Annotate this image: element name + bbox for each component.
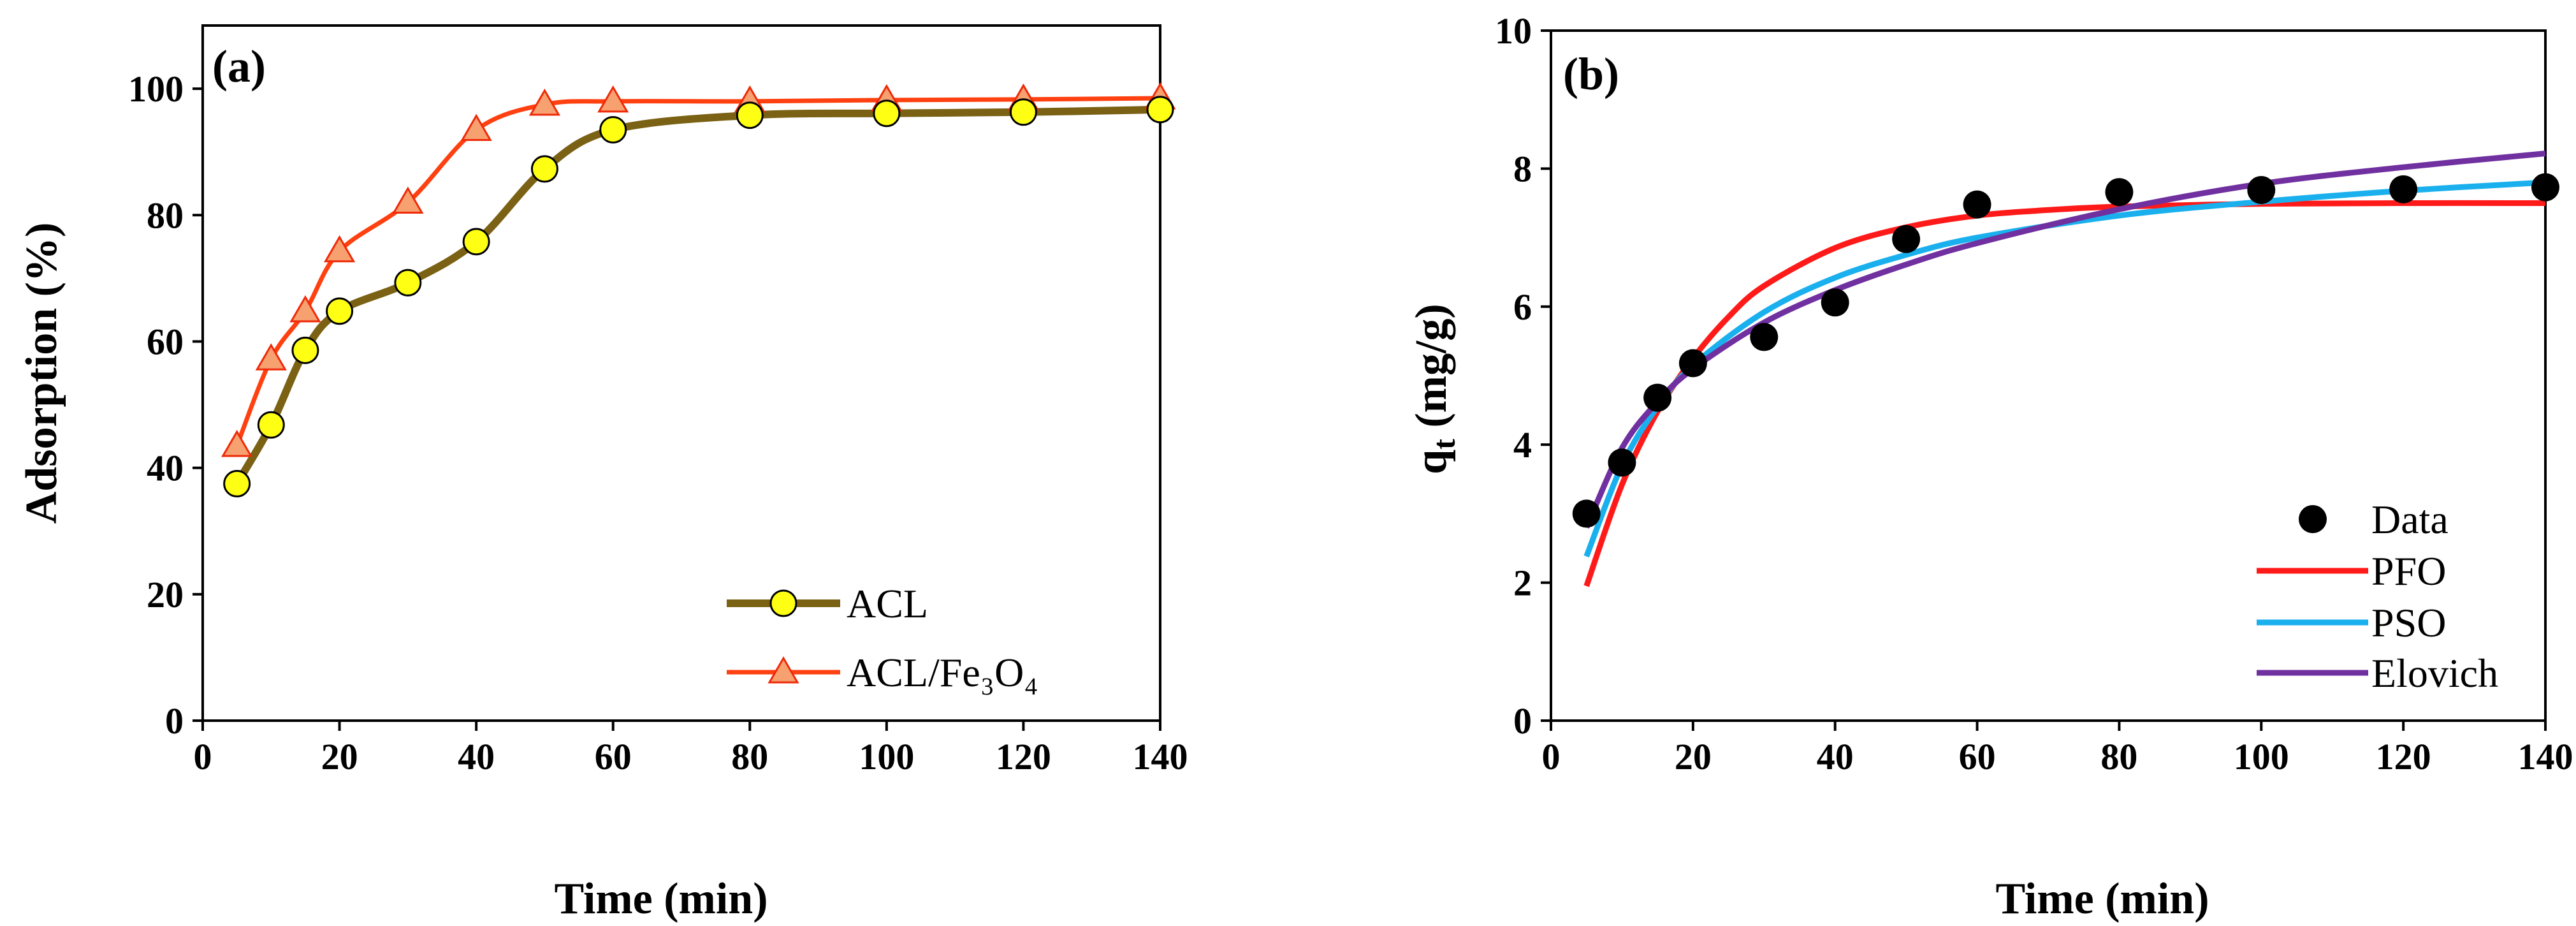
data-point-qt bbox=[1608, 448, 1636, 477]
data-point-qt bbox=[1643, 383, 1672, 412]
tick-marks-b bbox=[1541, 29, 2547, 731]
data-point-acl bbox=[736, 101, 764, 129]
y-tick-label-a: 20 bbox=[147, 574, 184, 615]
x-axis-label-a: Time (min) bbox=[554, 874, 768, 923]
x-tick-label-a: 40 bbox=[458, 736, 495, 777]
x-tick-label-b: 0 bbox=[1542, 736, 1561, 777]
x-tick-label-b: 100 bbox=[2234, 736, 2289, 777]
data-point-acl bbox=[326, 297, 354, 325]
data-point-acl bbox=[1146, 96, 1174, 124]
panel-label-b: (b) bbox=[1563, 48, 1619, 99]
legend-label-elovich: Elovich bbox=[2371, 650, 2498, 696]
legend-marker-acl-fe3o4 bbox=[768, 656, 799, 684]
chart-panel-a: 0 20 40 60 80 100 120 140 0 20 40 60 80 100 (a) Time … bbox=[17, 24, 1188, 923]
panel-label-a: (a) bbox=[212, 41, 266, 92]
legend-label-pfo: PFO bbox=[2371, 548, 2446, 594]
x-tick-label-a: 100 bbox=[859, 736, 914, 777]
data-point-acl bbox=[530, 155, 558, 183]
x-tick-label-b: 140 bbox=[2518, 736, 2573, 777]
y-tick-label-a: 60 bbox=[147, 321, 184, 362]
x-tick-label-a: 0 bbox=[194, 736, 212, 777]
y-tick-label-a: 0 bbox=[165, 700, 184, 742]
data-point-acl-fe3o4 bbox=[392, 186, 424, 214]
data-point-acl bbox=[1009, 98, 1037, 126]
y-axis-label-a: Adsorption (%) bbox=[17, 223, 66, 524]
series-line-acl-fe3o4 bbox=[235, 96, 1161, 447]
data-point-acl-fe3o4 bbox=[221, 429, 253, 457]
legend-marker-data bbox=[2299, 505, 2327, 533]
y-tick-label-a: 40 bbox=[147, 448, 184, 489]
x-tick-label-b: 20 bbox=[1675, 736, 1712, 777]
legend-label-acl: ACL bbox=[847, 581, 928, 626]
tick-labels-b: 0 20 40 60 80 100 120 140 0 2 4 6 8 10 bbox=[1495, 10, 2573, 777]
y-tick-label-b: 2 bbox=[1513, 562, 1532, 604]
series-b bbox=[1572, 151, 2559, 587]
data-point-acl bbox=[599, 116, 627, 143]
y-tick-label-b: 4 bbox=[1513, 424, 1532, 466]
data-point-acl-fe3o4 bbox=[289, 295, 321, 323]
x-tick-label-a: 60 bbox=[595, 736, 632, 777]
data-point-acl-fe3o4 bbox=[255, 343, 287, 371]
data-point-acl bbox=[223, 469, 251, 497]
legend-a: ACL ACL/Fe₃O₄ bbox=[727, 581, 1038, 695]
data-point-acl bbox=[394, 268, 422, 297]
data-point-acl-fe3o4 bbox=[460, 114, 492, 141]
tick-labels-a: 0 20 40 60 80 100 120 140 0 20 40 60 80 100 bbox=[128, 68, 1188, 777]
x-tick-label-b: 120 bbox=[2376, 736, 2431, 777]
data-point-qt bbox=[1963, 190, 1991, 219]
data-point-qt bbox=[2389, 175, 2418, 203]
data-point-qt bbox=[1750, 323, 1779, 351]
y-axis-label-b: qt (mg/g) bbox=[1407, 304, 1462, 474]
y-tick-label-a: 100 bbox=[128, 68, 184, 110]
y-tick-label-b: 6 bbox=[1513, 286, 1532, 328]
data-point-acl-fe3o4 bbox=[597, 85, 629, 113]
legend-label-data: Data bbox=[2371, 497, 2449, 542]
y-tick-label-a: 80 bbox=[147, 195, 184, 236]
data-point-acl-fe3o4 bbox=[323, 235, 356, 263]
x-tick-label-a: 20 bbox=[321, 736, 358, 777]
y-tick-label-b: 8 bbox=[1513, 148, 1532, 189]
y-tick-label-b: 10 bbox=[1495, 10, 1532, 52]
x-tick-label-b: 80 bbox=[2100, 736, 2137, 777]
data-point-qt bbox=[1821, 288, 1849, 317]
data-point-acl bbox=[291, 336, 319, 364]
series-line-acl bbox=[233, 105, 1161, 486]
data-point-acl bbox=[873, 99, 901, 128]
data-point-qt bbox=[2531, 173, 2559, 202]
x-tick-label-a: 120 bbox=[996, 736, 1051, 777]
data-point-qt bbox=[2247, 175, 2276, 204]
x-tick-label-b: 40 bbox=[1817, 736, 1854, 777]
legend-label-pso: PSO bbox=[2371, 600, 2446, 645]
data-point-qt bbox=[2105, 178, 2134, 207]
series-a bbox=[221, 82, 1176, 497]
legend-b: Data PFO PSO Elovich bbox=[2257, 497, 2498, 696]
plot-area-b bbox=[1550, 29, 2547, 722]
legend-marker-acl bbox=[769, 589, 797, 617]
plot-area-a bbox=[201, 24, 1161, 722]
x-tick-label-a: 80 bbox=[731, 736, 768, 777]
legend-label-acl-fe3o4: ACL/Fe₃O₄ bbox=[847, 650, 1038, 695]
chart-panel-b: 0 20 40 60 80 100 120 140 0 2 4 6 8 10 (b) Time (min)… bbox=[1407, 10, 2573, 923]
data-point-qt bbox=[1678, 349, 1707, 378]
data-point-acl-fe3o4 bbox=[528, 88, 561, 116]
data-point-acl bbox=[257, 411, 285, 439]
y-tick-label-b: 0 bbox=[1513, 700, 1532, 742]
x-axis-label-b: Time (min) bbox=[1995, 874, 2209, 923]
data-point-acl bbox=[462, 228, 490, 256]
tick-marks-a bbox=[193, 87, 1161, 731]
data-point-qt bbox=[1572, 499, 1601, 528]
data-point-qt bbox=[1892, 224, 1921, 253]
x-tick-label-a: 140 bbox=[1133, 736, 1188, 777]
x-tick-label-b: 60 bbox=[1959, 736, 1996, 777]
